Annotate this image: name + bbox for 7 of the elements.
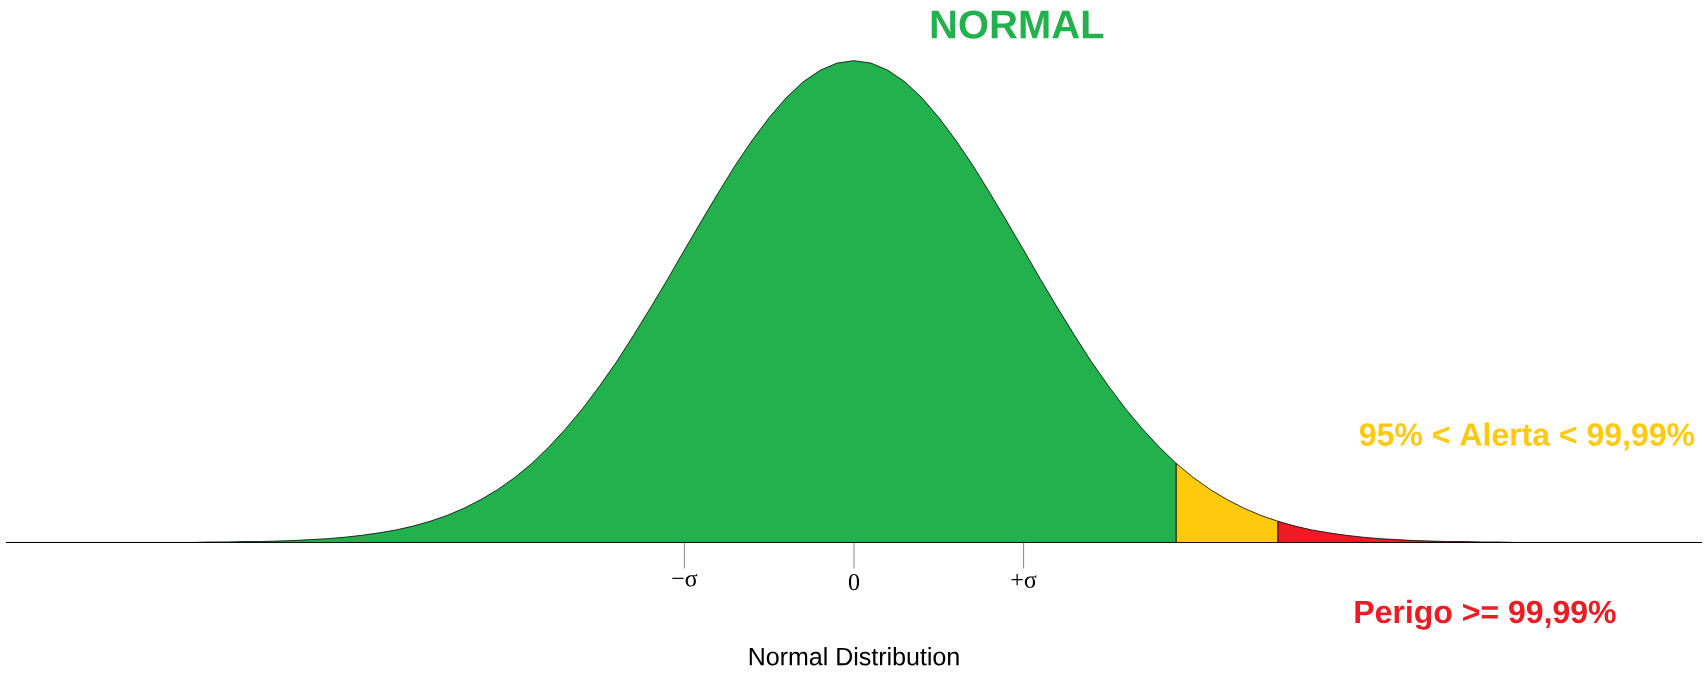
x-tick-label: 0	[848, 574, 860, 591]
series-label: NORMAL	[931, 10, 1104, 39]
text: 95% < Alerta < 99,99%	[1359, 422, 1695, 451]
x-axis-title: Normal Distribution	[749, 647, 959, 666]
x-tick-label: −σ	[672, 574, 698, 587]
series-label: Perigo >= 99,99%	[1355, 599, 1616, 630]
x-tick-label: +σ	[1011, 574, 1037, 588]
